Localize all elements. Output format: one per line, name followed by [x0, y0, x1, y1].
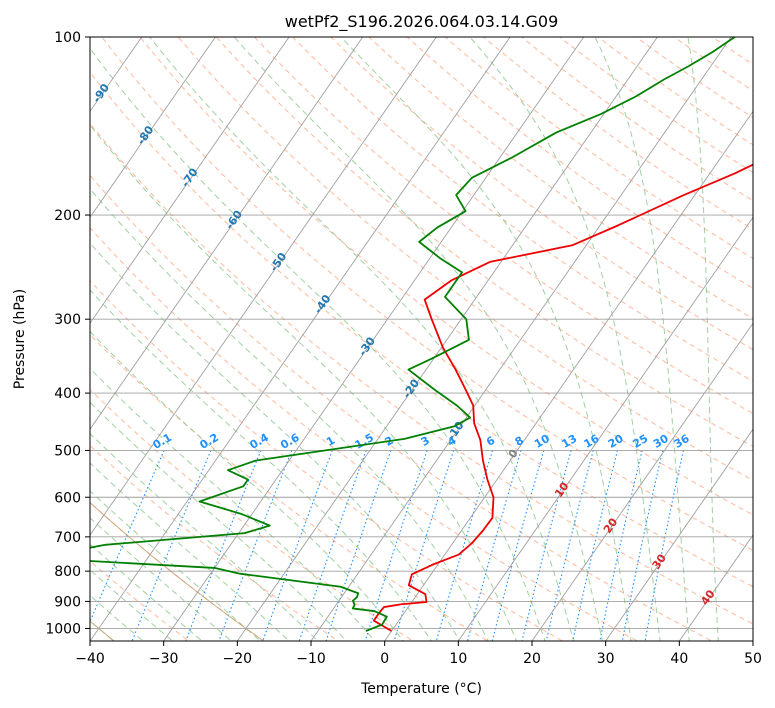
mixing-ratio-line: [599, 450, 643, 641]
isotherm-line: [236, 37, 658, 641]
dry-adiabat-line: [253, 37, 753, 415]
x-tick-label: −30: [149, 651, 179, 667]
mixing-ratio-line: [131, 450, 212, 641]
y-tick-label: 700: [54, 530, 81, 546]
dry-adiabat-line: [90, 122, 753, 625]
y-tick-label: 200: [54, 208, 81, 224]
dry-adiabats: [90, 37, 753, 641]
dry-adiabat-line: [139, 37, 753, 516]
x-tick-label: 30: [597, 651, 615, 667]
mixing-ratio-lines: [90, 450, 684, 641]
mixing-ratio-line: [644, 450, 684, 641]
moist-adiabat-line: [90, 47, 546, 641]
y-axis-ticks: 100 200 300 400 500 600 700 800 900 1000: [45, 30, 90, 637]
x-tick-label: 0: [380, 651, 389, 667]
isotherm-line: [678, 534, 753, 641]
dry-adiabat-line: [101, 37, 753, 551]
isotherm-line: [310, 37, 732, 641]
mixing-ratio-line: [466, 450, 522, 641]
moist-adiabat-line: [594, 37, 690, 641]
dry-adiabat-line: [520, 37, 753, 202]
y-tick-label: 1000: [45, 621, 81, 637]
mixing-ratio-line: [218, 450, 293, 641]
moist-adiabat-line: [90, 543, 203, 641]
isotherm-line: [90, 37, 437, 536]
isotherm-line: [531, 322, 753, 641]
x-tick-label: −10: [296, 651, 326, 667]
dry-adiabat-line: [215, 37, 753, 448]
mixing-ratio-line: [521, 450, 572, 641]
dry-adiabat-line: [444, 37, 753, 260]
mixing-ratio-line: [90, 450, 165, 624]
y-tick-label: 900: [54, 594, 81, 610]
x-axis-ticks: −40 −30 −20 −10 0 10 20 30 40 50: [75, 641, 762, 667]
y-tick-label: 300: [54, 312, 81, 328]
skewed-isotherms: [90, 37, 753, 641]
y-tick-label: 800: [54, 564, 81, 580]
x-tick-label: 50: [744, 651, 762, 667]
mixing-ratio-line: [393, 450, 455, 641]
isotherm-line: [90, 37, 364, 430]
mixing-ratio-line: [185, 450, 262, 641]
x-tick-label: 40: [670, 651, 688, 667]
x-tick-label: 20: [523, 651, 541, 667]
mixing-ratio-line: [572, 450, 619, 641]
dry-adiabat-line: [90, 280, 564, 641]
isotherm-line: [605, 428, 753, 641]
x-tick-label: −20: [223, 651, 253, 667]
mixing-ratio-line: [435, 450, 494, 641]
isotherm-line: [90, 37, 216, 219]
isotherm-line: [90, 37, 511, 641]
dewpoint-profile-line: [90, 37, 736, 632]
moist-adiabat-line: [469, 37, 661, 641]
y-tick-label: 100: [54, 30, 81, 46]
adiabat-envelope: [90, 501, 265, 641]
dry-adiabat-line: [406, 37, 753, 289]
x-tick-label: −40: [75, 651, 105, 667]
mixing-ratio-line: [621, 450, 664, 641]
isotherm-line: [457, 216, 753, 641]
dry-adiabat-line: [90, 388, 414, 641]
moist-adiabat-line: [90, 594, 144, 641]
moist-adiabat-line: [90, 517, 232, 641]
dry-adiabat-line: [90, 227, 639, 641]
isotherm-line: [90, 37, 290, 325]
x-tick-label: 10: [449, 651, 467, 667]
x-axis-label: Temperature (°C): [360, 681, 482, 697]
chart-title: wetPf2_S196.2026.064.03.14.G09: [285, 12, 559, 32]
moist-adiabat-line: [90, 569, 174, 641]
envelope-adiabat-line: [90, 501, 265, 641]
y-tick-label: 500: [54, 443, 81, 459]
y-tick-label: 400: [54, 386, 81, 402]
mixing-ratio-line: [545, 450, 594, 641]
y-tick-label: 600: [54, 490, 81, 506]
dry-adiabat-line: [90, 333, 489, 641]
dry-adiabat-line: [330, 37, 753, 351]
profile-series: [90, 37, 753, 632]
isotherm-line: [384, 110, 753, 641]
mixing-ratio-line: [491, 450, 545, 641]
dry-adiabat-line: [90, 444, 340, 641]
mixing-ratio-line: [262, 450, 333, 641]
temperature-profile-line: [372, 163, 753, 632]
dry-adiabat-line: [597, 37, 753, 146]
plot-frame: [89, 36, 754, 642]
y-axis-label: Pressure (hPa): [12, 289, 28, 389]
isotherm-line: [163, 37, 585, 641]
